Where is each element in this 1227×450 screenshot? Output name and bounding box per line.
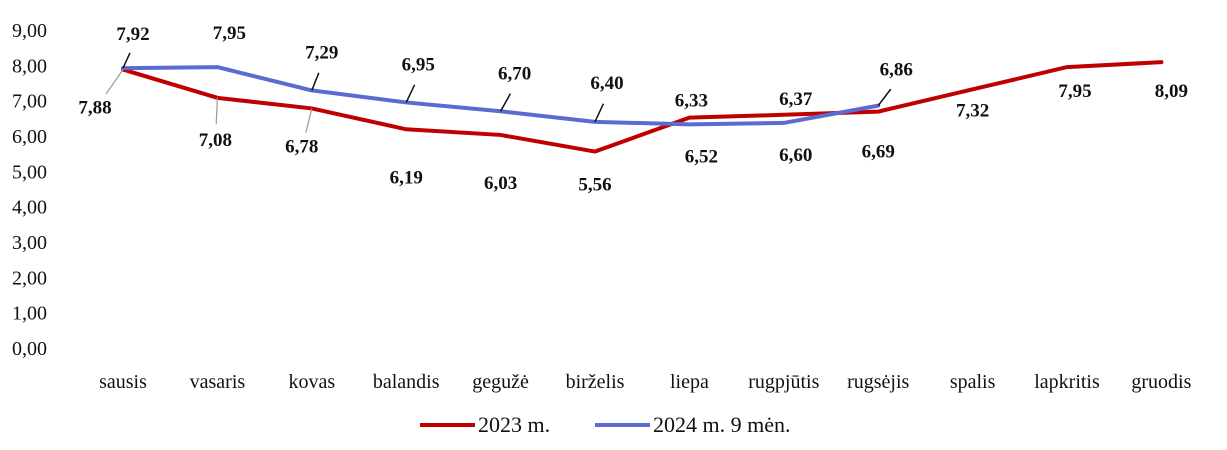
leader-line	[215, 97, 218, 125]
y-tick-label: 8,00	[12, 55, 47, 77]
x-tick-label: rugsėjis	[847, 371, 909, 393]
leader-line	[499, 93, 512, 112]
data-label-2023: 8,09	[1155, 81, 1188, 102]
x-tick-label: gruodis	[1131, 371, 1191, 393]
y-tick-label: 0,00	[12, 338, 47, 360]
x-tick-label: gegužė	[472, 371, 529, 393]
leader-line	[305, 108, 313, 133]
x-tick-label: balandis	[373, 371, 440, 393]
data-label-2023: 6,78	[285, 136, 318, 157]
y-tick-label: 5,00	[12, 161, 47, 183]
x-tick-label: lapkritis	[1034, 371, 1100, 393]
y-tick-label: 6,00	[12, 126, 47, 148]
data-label-2024: 6,37	[779, 89, 813, 110]
leader-line	[405, 84, 416, 103]
y-tick-label: 9,00	[12, 20, 47, 42]
y-tick-label: 2,00	[12, 267, 47, 289]
data-label-2023: 6,03	[484, 173, 517, 194]
data-label-2023: 7,95	[1058, 81, 1091, 102]
data-label-2024: 7,92	[116, 24, 149, 45]
leader-line	[877, 88, 892, 107]
x-tick-label: liepa	[670, 371, 709, 393]
leader-line	[594, 103, 605, 123]
x-tick-label: kovas	[288, 371, 335, 393]
data-label-2024: 6,95	[402, 54, 435, 75]
data-label-2024: 6,86	[880, 60, 913, 81]
y-tick-label: 1,00	[12, 303, 47, 325]
y-tick-label: 3,00	[12, 232, 47, 254]
leader-line	[311, 72, 320, 91]
y-tick-label: 7,00	[12, 91, 47, 113]
data-label-2023: 6,69	[862, 142, 895, 163]
leader-line	[122, 52, 131, 69]
x-tick-label: birželis	[566, 371, 625, 393]
data-label-2024: 6,33	[675, 90, 708, 111]
data-label-2023: 5,56	[578, 175, 611, 196]
legend-label-2: 2024 m. 9 mėn.	[653, 412, 791, 437]
data-label-2023: 7,32	[956, 100, 989, 121]
data-label-2023: 6,19	[390, 167, 423, 188]
legend-label-1: 2023 m.	[478, 412, 550, 437]
x-tick-label: rugpjūtis	[748, 371, 819, 393]
data-label-2024: 6,40	[590, 73, 623, 94]
x-tick-label: spalis	[950, 371, 996, 393]
y-tick-label: 4,00	[12, 197, 47, 219]
data-label-2023: 6,60	[779, 145, 812, 166]
series-line-1	[121, 60, 1164, 154]
data-label-2024: 7,95	[213, 23, 246, 44]
x-tick-label: vasaris	[190, 371, 246, 393]
data-label-2023: 7,08	[199, 130, 232, 151]
data-label-2023: 7,88	[78, 98, 111, 119]
leader-line	[105, 69, 124, 95]
data-label-2024: 6,70	[498, 63, 531, 84]
data-label-2024: 7,29	[305, 42, 338, 63]
x-tick-label: sausis	[99, 371, 147, 393]
data-label-2023: 6,52	[685, 147, 718, 168]
